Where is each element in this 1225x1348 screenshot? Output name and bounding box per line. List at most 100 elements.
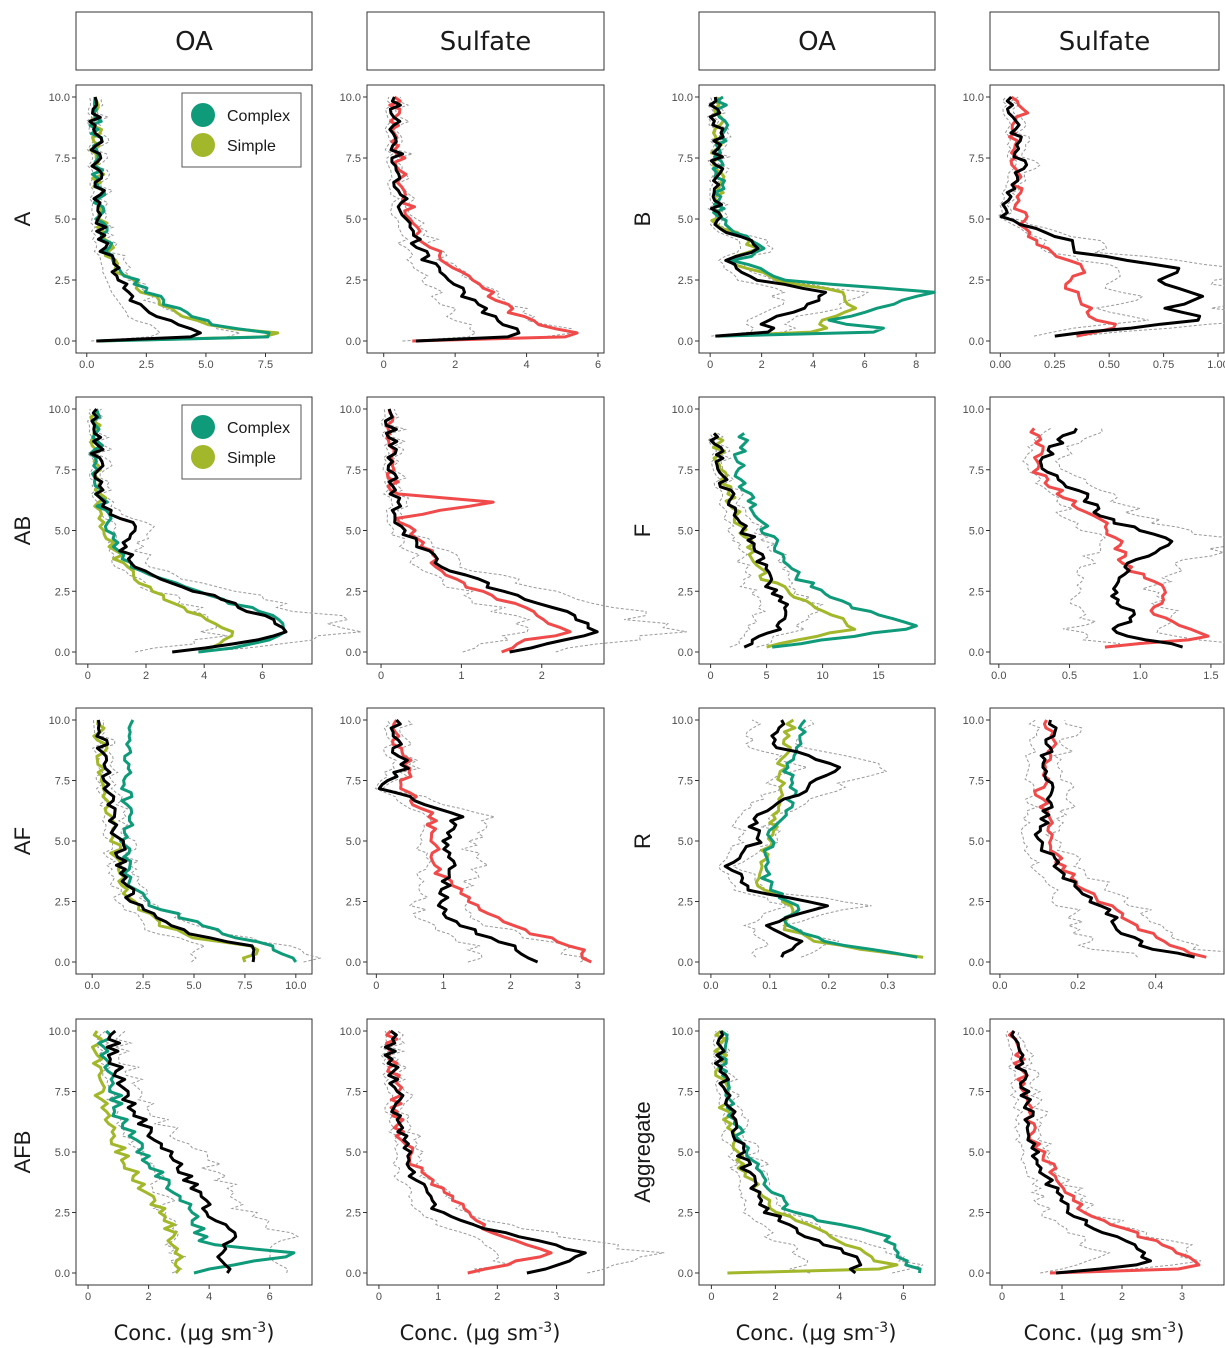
y-tick-label: 2.5 — [346, 897, 361, 909]
y-tick-label: 10.0 — [340, 404, 361, 416]
observed-range-bound — [374, 719, 483, 963]
x-tick-label: 1 — [435, 1291, 441, 1303]
x-tick-label: 2 — [539, 670, 545, 682]
column-header-box — [366, 11, 605, 71]
panel-ab-sulfate: 0.0 2.5 5.0 7.5 10.0 0 1 2 — [340, 396, 687, 682]
y-tick-label: 0.0 — [55, 647, 70, 659]
series-line-observed — [1010, 1030, 1152, 1275]
y-tick-label: 2.5 — [969, 1208, 984, 1220]
x-tick-label: 0 — [378, 670, 384, 682]
y-tick-label: 10.0 — [963, 1026, 984, 1038]
y-tick-label: 2.5 — [55, 275, 70, 287]
observed-range-bound — [711, 96, 870, 337]
panel-frame — [698, 84, 936, 354]
panel-frame — [989, 84, 1225, 354]
observed-range-bound — [113, 1030, 300, 1274]
x-tick-label: 1.0 — [1133, 670, 1148, 682]
x-tick-label: 5.0 — [186, 980, 201, 992]
series-line-observed — [95, 719, 256, 963]
x-tick-label: 4 — [206, 1291, 212, 1303]
x-tick-label: 0.0 — [703, 980, 718, 992]
legend-label: Complex — [227, 108, 290, 125]
x-tick-label: 0 — [708, 670, 714, 682]
series-line-observed — [88, 96, 202, 343]
column-header: OA — [798, 27, 836, 57]
x-tick-label: 0 — [85, 1291, 91, 1303]
y-tick-label: 0.0 — [346, 647, 361, 659]
x-tick-label: 4 — [810, 359, 816, 371]
y-tick-label: 10.0 — [672, 1026, 693, 1038]
column-header-box — [698, 11, 936, 71]
y-tick-label: 7.5 — [969, 1087, 984, 1099]
panel-b-sulfate: 0.0 2.5 5.0 7.5 10.0 0.00 0.25 0.50 0.75 1.00 — [963, 84, 1225, 371]
x-tick-label: 4 — [201, 670, 207, 682]
y-tick-label: 7.5 — [678, 776, 693, 788]
x-tick-label: 5.0 — [198, 359, 213, 371]
row-label: AFB — [10, 1131, 35, 1174]
x-tick-label: 2 — [146, 1291, 152, 1303]
row-label: B — [630, 212, 655, 227]
x-tick-label: 0.75 — [1153, 359, 1174, 371]
x-tick-label: 6 — [862, 359, 868, 371]
row-label: A — [10, 211, 35, 226]
column-header-box — [989, 11, 1220, 71]
y-tick-label: 2.5 — [346, 586, 361, 598]
y-tick-label: 0.0 — [346, 1268, 361, 1280]
x-tick-label: 0.0 — [85, 980, 100, 992]
y-tick-label: 5.0 — [969, 1147, 984, 1159]
y-tick-label: 7.5 — [678, 1087, 693, 1099]
panel-frame — [366, 396, 605, 665]
x-tick-label: 1 — [1059, 1291, 1065, 1303]
y-tick-label: 5.0 — [55, 1147, 70, 1159]
y-tick-label: 7.5 — [346, 1087, 361, 1099]
series-line-simple — [713, 1029, 899, 1275]
x-tick-label: 0 — [376, 1291, 382, 1303]
y-tick-label: 0.0 — [969, 957, 984, 969]
series-line-observed — [723, 719, 842, 958]
y-tick-label: 5.0 — [346, 1147, 361, 1159]
panel-aggregate-sulfate: 0.0 2.5 5.0 7.5 10.0 0 1 2 3 — [963, 1018, 1225, 1303]
y-tick-label: 10.0 — [672, 404, 693, 416]
x-tick-label: 2.5 — [135, 980, 150, 992]
y-tick-label: 5.0 — [969, 214, 984, 226]
y-tick-label: 7.5 — [969, 153, 984, 165]
y-tick-label: 2.5 — [346, 275, 361, 287]
series-line-sulfate-model — [1033, 719, 1207, 959]
y-tick-label: 7.5 — [55, 153, 70, 165]
panel-a-sulfate: 0.0 2.5 5.0 7.5 10.0 0 2 4 6 — [340, 84, 605, 371]
observed-range-bound — [380, 408, 531, 653]
x-tick-label: 0.5 — [1062, 670, 1077, 682]
legend-label: Simple — [227, 138, 276, 155]
series-line-sulfate-model — [1029, 427, 1210, 649]
observed-range-bound — [384, 96, 477, 342]
panel-r-oa: 0.0 2.5 5.0 7.5 10.0 0.0 0.1 0.2 0.3 — [672, 707, 936, 992]
panel-frame — [698, 1018, 936, 1286]
x-tick-label: 1 — [440, 980, 446, 992]
series-line-simple — [91, 1030, 184, 1275]
x-tick-label: 1 — [458, 670, 464, 682]
y-tick-label: 2.5 — [55, 897, 70, 909]
y-tick-label: 10.0 — [963, 404, 984, 416]
series-line-simple — [92, 719, 260, 963]
x-tick-label: 6 — [900, 1291, 906, 1303]
y-tick-label: 7.5 — [346, 776, 361, 788]
y-tick-label: 2.5 — [678, 1208, 693, 1220]
x-axis-title: Conc. (µg sm-3) — [1024, 1320, 1185, 1345]
y-tick-label: 7.5 — [55, 1087, 70, 1099]
panel-ab-oa: 0.0 2.5 5.0 7.5 10.0 0 2 4 6 Complex Simple — [49, 396, 362, 682]
y-tick-label: 7.5 — [678, 465, 693, 477]
series-line-observed — [383, 408, 599, 654]
y-tick-label: 5.0 — [55, 836, 70, 848]
series-line-observed — [709, 432, 789, 649]
x-tick-label: 2 — [143, 670, 149, 682]
panel-f-oa: 0.0 2.5 5.0 7.5 10.0 0 5 10 15 — [672, 396, 936, 682]
observed-range-bound — [96, 1030, 187, 1274]
x-tick-label: 0.00 — [990, 359, 1011, 371]
observed-range-bound — [1022, 427, 1120, 648]
observed-range-bound — [1017, 1030, 1202, 1274]
y-tick-label: 2.5 — [969, 275, 984, 287]
x-tick-label: 7.5 — [258, 359, 273, 371]
series-line-complex — [97, 1029, 296, 1275]
x-tick-label: 0 — [373, 980, 379, 992]
